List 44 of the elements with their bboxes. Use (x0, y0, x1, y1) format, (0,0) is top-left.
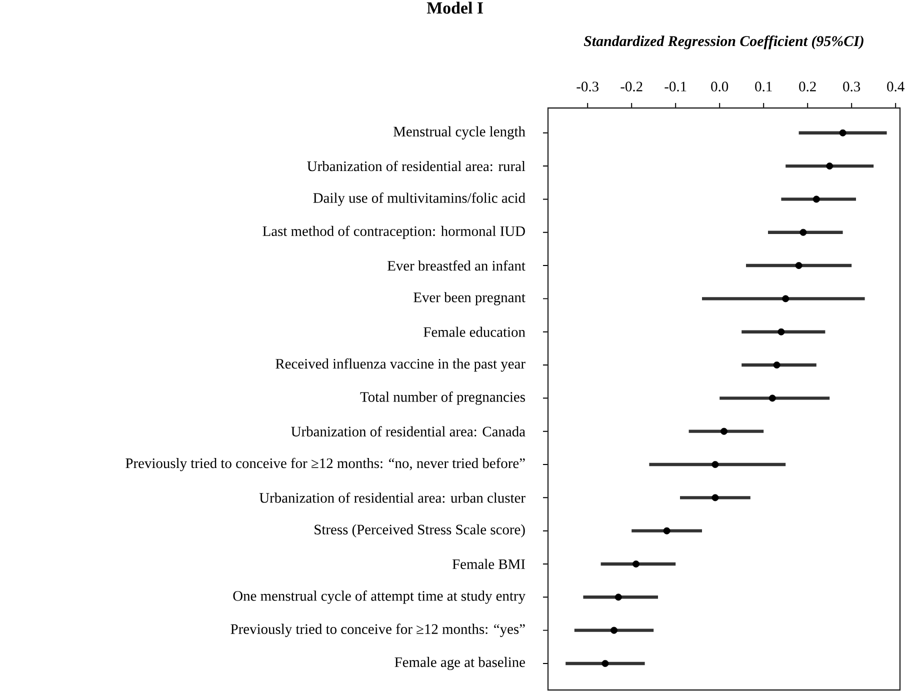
y-tick-label: Menstrual cycle length (394, 126, 526, 140)
point (663, 527, 670, 534)
point (826, 162, 834, 170)
y-tick-label: Received influenza vaccine in the past year (276, 358, 526, 372)
x-tick-label: 0.4 (887, 82, 904, 92)
x-tick-label: 0.0 (711, 82, 728, 92)
point (768, 394, 776, 402)
point (712, 494, 719, 502)
x-tick-label: 0.3 (843, 82, 860, 92)
point (795, 262, 802, 270)
point (773, 362, 780, 368)
point (812, 196, 820, 203)
y-tick-label: Urbanization of residential area: rural (307, 160, 526, 172)
point (712, 461, 719, 468)
chart-title: Model I (426, 2, 483, 14)
x-tick-label: -0.3 (576, 82, 598, 92)
point (800, 228, 807, 236)
x-tick-label: 0.1 (755, 82, 772, 92)
point (778, 328, 785, 336)
y-tick-label: Urbanization of residential area: urban cluster (259, 492, 526, 503)
x-axis-title: Standardized Regression Coefficient (95%CI) (584, 35, 864, 50)
point (614, 594, 622, 601)
y-tick-label: Urbanization of residential area: Canada (291, 426, 526, 437)
x-tick-label: -0.1 (664, 82, 686, 92)
y-tick-label: Last method of contraception: hormonal IUD (262, 226, 525, 239)
y-tick-label: Ever been pregnant (414, 292, 526, 306)
y-tick-label: Female age at baseline (394, 656, 525, 670)
point (720, 428, 728, 435)
point (610, 626, 618, 634)
x-tick-label: -0.2 (620, 82, 642, 92)
point (602, 660, 609, 667)
y-tick-label: Female education (424, 326, 526, 337)
y-tick-label: Previously tried to conceive for ≥12 months: “no, never tried before” (126, 458, 525, 472)
y-tick-label: Previously tried to conceive for ≥12 months: “yes” (230, 624, 525, 637)
y-tick-label: One menstrual cycle of attempt time at study entry (233, 590, 526, 604)
point (782, 295, 790, 302)
y-tick-label: Daily use of multivitamins/folic acid (313, 192, 526, 206)
x-tick-label: 0.2 (799, 82, 816, 92)
y-tick-label: Female BMI (452, 558, 525, 570)
y-tick-label: Stress (Perceived Stress Scale score) (314, 524, 525, 538)
y-tick-label: Total number of pregnancies (360, 392, 525, 405)
y-tick-label: Ever breastfed an infant (388, 260, 526, 271)
point (839, 129, 846, 136)
point (632, 560, 640, 568)
